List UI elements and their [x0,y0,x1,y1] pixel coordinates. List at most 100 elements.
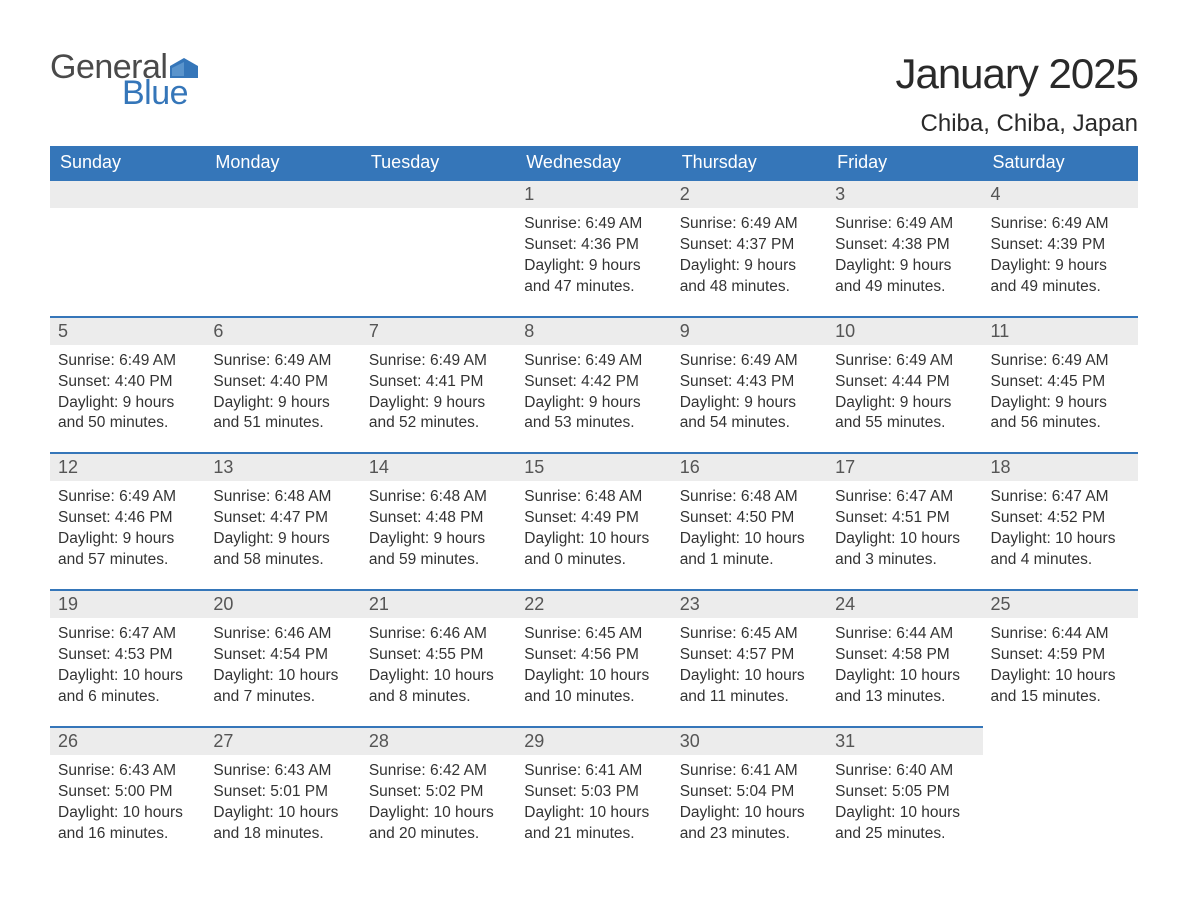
sunset-text: Sunset: 4:37 PM [680,235,819,256]
day-content: Sunrise: 6:49 AMSunset: 4:41 PMDaylight:… [361,345,516,453]
week-row: 1Sunrise: 6:49 AMSunset: 4:36 PMDaylight… [50,179,1138,316]
day-content: Sunrise: 6:49 AMSunset: 4:45 PMDaylight:… [983,345,1138,453]
sunset-text: Sunset: 4:39 PM [991,235,1130,256]
day-cell: 16Sunrise: 6:48 AMSunset: 4:50 PMDayligh… [672,452,827,589]
daylight-text: Daylight: 10 hours and 13 minutes. [835,666,974,708]
sunrise-text: Sunrise: 6:44 AM [835,624,974,645]
day-cell: 23Sunrise: 6:45 AMSunset: 4:57 PMDayligh… [672,589,827,726]
sunset-text: Sunset: 4:42 PM [524,372,663,393]
daylight-text: Daylight: 10 hours and 15 minutes. [991,666,1130,708]
logo-text-blue: Blue [122,76,198,110]
daylight-text: Daylight: 9 hours and 52 minutes. [369,393,508,435]
sunrise-text: Sunrise: 6:45 AM [524,624,663,645]
daylight-text: Daylight: 9 hours and 48 minutes. [680,256,819,298]
day-content: Sunrise: 6:49 AMSunset: 4:40 PMDaylight:… [205,345,360,453]
calendar: Sunday Monday Tuesday Wednesday Thursday… [50,146,1138,862]
day-number: 22 [516,589,671,618]
daylight-text: Daylight: 10 hours and 16 minutes. [58,803,197,845]
day-content: Sunrise: 6:49 AMSunset: 4:40 PMDaylight:… [50,345,205,453]
sunrise-text: Sunrise: 6:49 AM [213,351,352,372]
day-cell: 27Sunrise: 6:43 AMSunset: 5:01 PMDayligh… [205,726,360,863]
day-number: 14 [361,452,516,481]
day-number: 10 [827,316,982,345]
day-content: Sunrise: 6:49 AMSunset: 4:43 PMDaylight:… [672,345,827,453]
week-row: 12Sunrise: 6:49 AMSunset: 4:46 PMDayligh… [50,452,1138,589]
day-number: 19 [50,589,205,618]
sunset-text: Sunset: 4:45 PM [991,372,1130,393]
sunset-text: Sunset: 4:40 PM [213,372,352,393]
day-cell: 24Sunrise: 6:44 AMSunset: 4:58 PMDayligh… [827,589,982,726]
daylight-text: Daylight: 9 hours and 51 minutes. [213,393,352,435]
daylight-text: Daylight: 9 hours and 49 minutes. [835,256,974,298]
weekday-header: Thursday [672,146,827,179]
sunrise-text: Sunrise: 6:47 AM [991,487,1130,508]
day-cell [983,726,1138,863]
sunset-text: Sunset: 4:59 PM [991,645,1130,666]
sunrise-text: Sunrise: 6:47 AM [835,487,974,508]
day-content: Sunrise: 6:49 AMSunset: 4:36 PMDaylight:… [516,208,671,316]
day-cell: 14Sunrise: 6:48 AMSunset: 4:48 PMDayligh… [361,452,516,589]
sunrise-text: Sunrise: 6:49 AM [680,214,819,235]
day-content: Sunrise: 6:49 AMSunset: 4:37 PMDaylight:… [672,208,827,316]
sunrise-text: Sunrise: 6:48 AM [680,487,819,508]
day-number: 1 [516,179,671,208]
day-cell: 25Sunrise: 6:44 AMSunset: 4:59 PMDayligh… [983,589,1138,726]
day-cell: 29Sunrise: 6:41 AMSunset: 5:03 PMDayligh… [516,726,671,863]
sunset-text: Sunset: 5:02 PM [369,782,508,803]
day-number [361,179,516,208]
day-number: 30 [672,726,827,755]
day-cell: 21Sunrise: 6:46 AMSunset: 4:55 PMDayligh… [361,589,516,726]
day-content: Sunrise: 6:48 AMSunset: 4:47 PMDaylight:… [205,481,360,589]
day-content: Sunrise: 6:48 AMSunset: 4:49 PMDaylight:… [516,481,671,589]
day-content: Sunrise: 6:44 AMSunset: 4:58 PMDaylight:… [827,618,982,726]
day-cell: 15Sunrise: 6:48 AMSunset: 4:49 PMDayligh… [516,452,671,589]
sunrise-text: Sunrise: 6:49 AM [991,214,1130,235]
day-number: 13 [205,452,360,481]
daylight-text: Daylight: 9 hours and 56 minutes. [991,393,1130,435]
sunset-text: Sunset: 4:57 PM [680,645,819,666]
daylight-text: Daylight: 9 hours and 54 minutes. [680,393,819,435]
day-cell: 28Sunrise: 6:42 AMSunset: 5:02 PMDayligh… [361,726,516,863]
day-cell: 11Sunrise: 6:49 AMSunset: 4:45 PMDayligh… [983,316,1138,453]
sunrise-text: Sunrise: 6:49 AM [524,214,663,235]
daylight-text: Daylight: 10 hours and 6 minutes. [58,666,197,708]
sunset-text: Sunset: 5:00 PM [58,782,197,803]
day-cell: 17Sunrise: 6:47 AMSunset: 4:51 PMDayligh… [827,452,982,589]
day-content: Sunrise: 6:45 AMSunset: 4:57 PMDaylight:… [672,618,827,726]
weekday-header: Tuesday [361,146,516,179]
daylight-text: Daylight: 10 hours and 10 minutes. [524,666,663,708]
day-number: 16 [672,452,827,481]
day-number: 9 [672,316,827,345]
day-cell: 13Sunrise: 6:48 AMSunset: 4:47 PMDayligh… [205,452,360,589]
daylight-text: Daylight: 9 hours and 53 minutes. [524,393,663,435]
daylight-text: Daylight: 9 hours and 47 minutes. [524,256,663,298]
day-number: 6 [205,316,360,345]
day-content: Sunrise: 6:47 AMSunset: 4:52 PMDaylight:… [983,481,1138,589]
day-cell: 26Sunrise: 6:43 AMSunset: 5:00 PMDayligh… [50,726,205,863]
month-title: January 2025 [895,50,1138,98]
day-content: Sunrise: 6:43 AMSunset: 5:00 PMDaylight:… [50,755,205,863]
sunset-text: Sunset: 4:46 PM [58,508,197,529]
day-number [205,179,360,208]
day-number: 8 [516,316,671,345]
daylight-text: Daylight: 10 hours and 4 minutes. [991,529,1130,571]
day-cell: 7Sunrise: 6:49 AMSunset: 4:41 PMDaylight… [361,316,516,453]
day-content: Sunrise: 6:48 AMSunset: 4:48 PMDaylight:… [361,481,516,589]
day-cell: 31Sunrise: 6:40 AMSunset: 5:05 PMDayligh… [827,726,982,863]
day-content: Sunrise: 6:43 AMSunset: 5:01 PMDaylight:… [205,755,360,863]
sunset-text: Sunset: 4:58 PM [835,645,974,666]
sunset-text: Sunset: 4:48 PM [369,508,508,529]
daylight-text: Daylight: 10 hours and 7 minutes. [213,666,352,708]
day-cell [361,179,516,316]
daylight-text: Daylight: 9 hours and 57 minutes. [58,529,197,571]
day-cell: 22Sunrise: 6:45 AMSunset: 4:56 PMDayligh… [516,589,671,726]
day-content: Sunrise: 6:46 AMSunset: 4:54 PMDaylight:… [205,618,360,726]
sunset-text: Sunset: 4:55 PM [369,645,508,666]
daylight-text: Daylight: 10 hours and 3 minutes. [835,529,974,571]
sunrise-text: Sunrise: 6:47 AM [58,624,197,645]
day-content: Sunrise: 6:45 AMSunset: 4:56 PMDaylight:… [516,618,671,726]
day-content: Sunrise: 6:49 AMSunset: 4:38 PMDaylight:… [827,208,982,316]
day-number: 12 [50,452,205,481]
day-content: Sunrise: 6:49 AMSunset: 4:44 PMDaylight:… [827,345,982,453]
daylight-text: Daylight: 10 hours and 25 minutes. [835,803,974,845]
